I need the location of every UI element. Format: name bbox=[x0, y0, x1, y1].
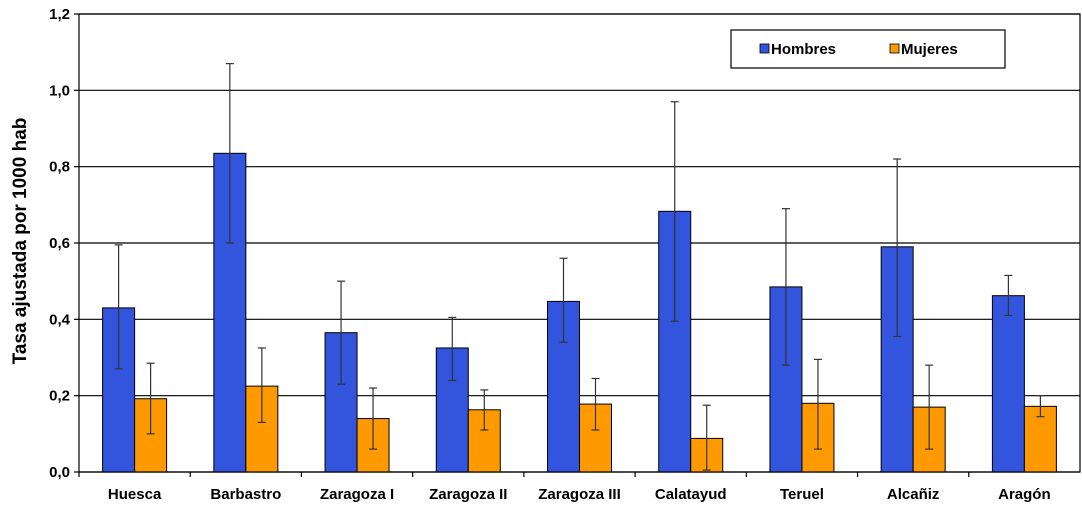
y-tick-label: 0,6 bbox=[49, 235, 70, 252]
x-tick-label: Zaragoza III bbox=[538, 486, 621, 503]
plot-frame bbox=[78, 13, 1081, 473]
bar-mujeres bbox=[467, 409, 501, 473]
x-tick-label: Huesca bbox=[108, 486, 162, 503]
y-tick-label: 0,0 bbox=[49, 464, 70, 481]
bar-hombres bbox=[991, 295, 1025, 473]
y-tick-label: 1,2 bbox=[49, 6, 70, 23]
x-tick-label: Barbastro bbox=[210, 486, 281, 503]
x-tick-label: Teruel bbox=[780, 486, 824, 503]
y-tick-label: 0,8 bbox=[49, 159, 70, 176]
x-tick-label: Aragón bbox=[998, 486, 1051, 503]
bars bbox=[102, 152, 1057, 473]
x-tick-label: Alcañiz bbox=[887, 486, 940, 503]
legend-swatch-hombres bbox=[759, 43, 770, 54]
legend: Hombres Mujeres bbox=[730, 29, 1006, 69]
legend-swatch-mujeres bbox=[889, 43, 900, 54]
bar-mujeres bbox=[1023, 405, 1057, 473]
y-tick-label: 0,2 bbox=[49, 388, 70, 405]
y-axis-label: Tasa ajustada por 1000 hab bbox=[10, 118, 31, 365]
y-tick-label: 0,4 bbox=[49, 311, 71, 328]
x-tick-label: Zaragoza II bbox=[429, 486, 507, 503]
legend-label-hombres: Hombres bbox=[771, 41, 836, 58]
x-tick-label: Calatayud bbox=[655, 486, 727, 503]
axes: 0,0 0,2 0,4 0,6 0,8 1,0 1,2 Huesca Barbastro Zara… bbox=[49, 6, 1081, 503]
y-tick-label: 1,0 bbox=[49, 82, 70, 99]
error-bars bbox=[114, 63, 1045, 471]
legend-box bbox=[730, 29, 1006, 69]
legend-label-mujeres: Mujeres bbox=[901, 41, 958, 58]
x-tick-label: Zaragoza I bbox=[320, 486, 394, 503]
